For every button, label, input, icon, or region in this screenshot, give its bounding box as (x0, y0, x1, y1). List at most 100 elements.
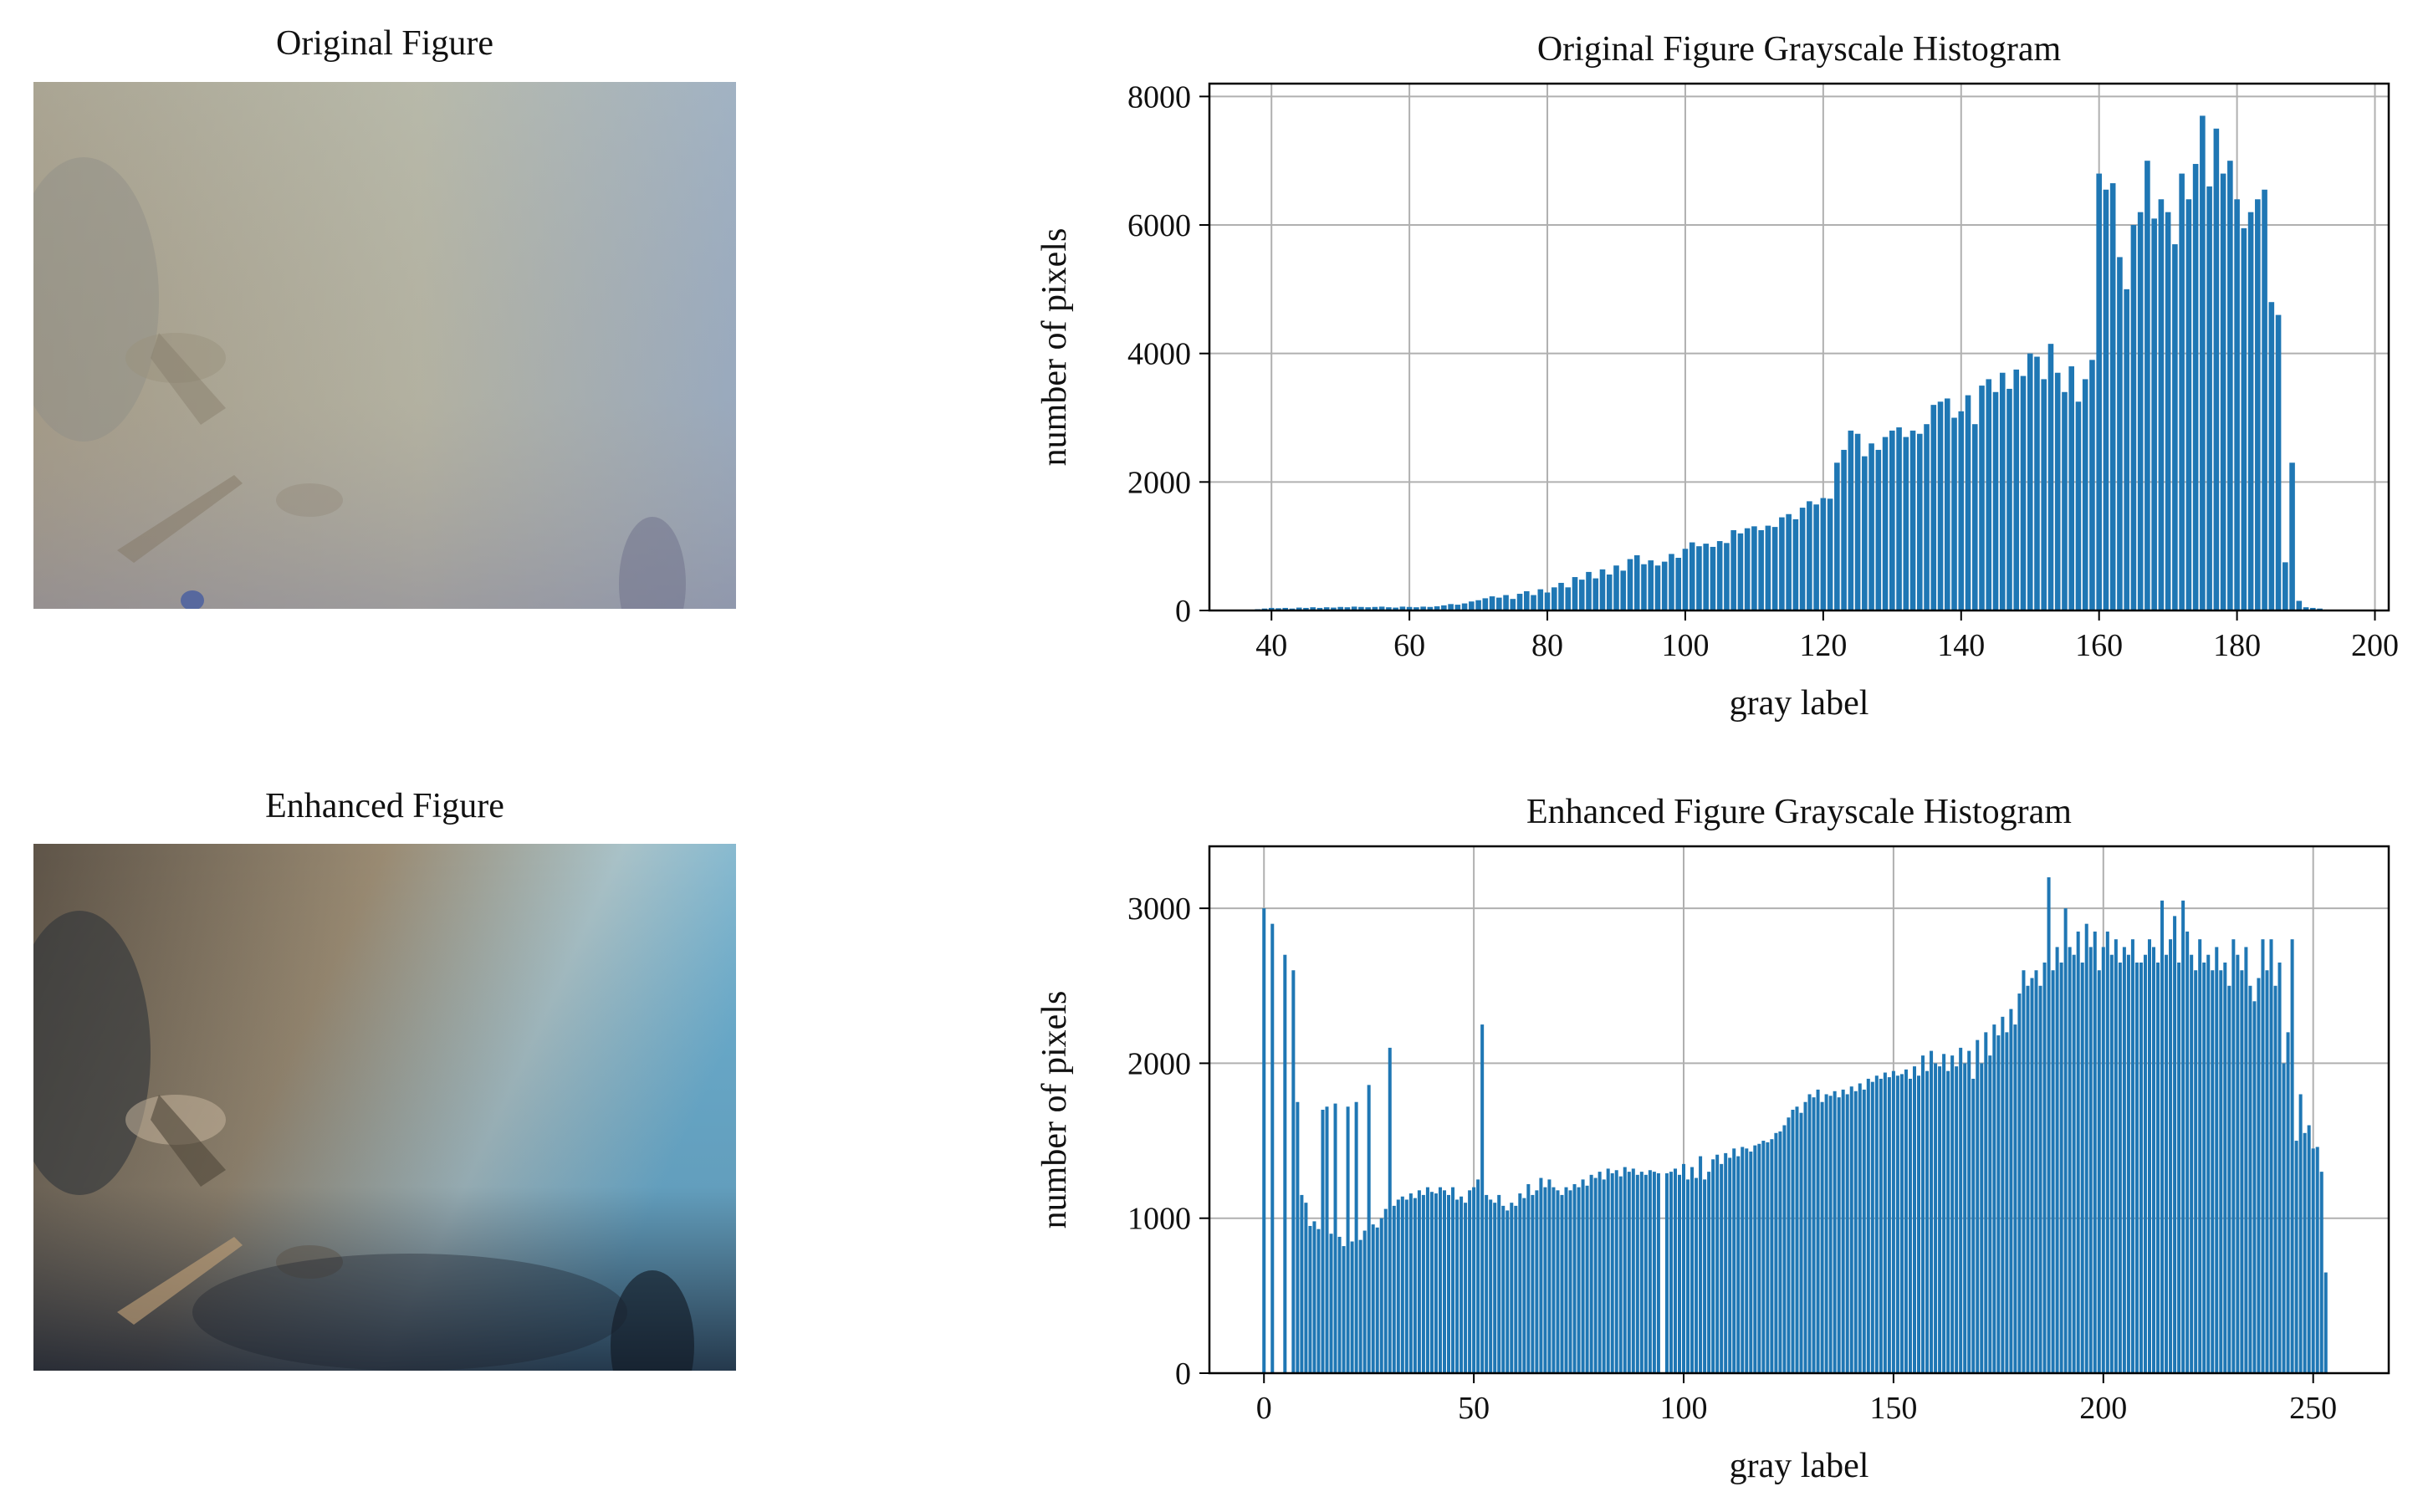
histogram-bar (1510, 599, 1516, 610)
histogram-bar (1854, 433, 1861, 610)
histogram-bar (1610, 1172, 1614, 1373)
histogram-bar (1951, 417, 1957, 610)
y-tick-label: 8000 (1127, 79, 1191, 115)
histogram-bar (2068, 366, 2074, 610)
histogram-bar (1820, 1101, 1824, 1373)
histogram-bar (1716, 541, 1723, 610)
histogram-bar (1312, 1221, 1316, 1373)
histogram-bar (1707, 1172, 1711, 1373)
histogram-bar (1283, 954, 1287, 1373)
histogram-bar (1459, 1196, 1464, 1373)
histogram-bar (1342, 1246, 1346, 1373)
histogram-bar (1367, 1085, 1371, 1373)
x-tick-label: 100 (1660, 1391, 1708, 1426)
histogram-bar (1606, 574, 1613, 610)
histogram-bar (2303, 1132, 2307, 1373)
histogram-bar (2262, 189, 2267, 610)
histogram-bar (1438, 1187, 1442, 1373)
x-axis-label: gray label (1730, 684, 1869, 723)
histogram-bar (1598, 1172, 1602, 1373)
histogram-bar (1664, 1172, 1669, 1373)
histogram-bar (1787, 1117, 1791, 1373)
histogram-bar (1868, 443, 1874, 610)
histogram-bar (1849, 1086, 1853, 1373)
histogram-bar (1310, 607, 1316, 610)
histogram-bar (2075, 401, 2082, 610)
histogram-bar (1669, 1172, 1673, 1373)
histogram-bar (2206, 954, 2211, 1373)
histogram-bar (1518, 1193, 1522, 1373)
histogram-bar (1447, 1194, 1451, 1373)
histogram-bar (1627, 559, 1633, 610)
histogram-bar (1354, 1101, 1358, 1373)
histogram-bar (2026, 985, 2030, 1373)
histogram-bar (1300, 1194, 1304, 1373)
histogram-bar (2185, 931, 2190, 1373)
histogram-bar (1475, 600, 1481, 610)
histogram-bar (1833, 1091, 1837, 1373)
histogram-bar (1761, 1141, 1766, 1373)
histogram-bar (2059, 962, 2063, 1373)
histogram-bar (1908, 1078, 1912, 1373)
histogram-bar (1950, 1055, 1955, 1373)
histogram-bar (1577, 1187, 1581, 1373)
histogram-bar (1585, 1185, 1589, 1373)
histogram-bar (1992, 391, 1999, 610)
histogram-bar (1771, 527, 1778, 610)
histogram-bar (1741, 1147, 1745, 1373)
histogram-bar (1690, 1167, 1695, 1373)
histogram-bar (2105, 931, 2109, 1373)
histogram-bar (1429, 1192, 1434, 1373)
y-tick-label: 2000 (1127, 1046, 1191, 1081)
histogram-bar (1291, 970, 1296, 1373)
histogram-bar (1770, 1139, 1774, 1373)
histogram-bar (1757, 1143, 1761, 1373)
histogram-bar (1329, 1234, 1333, 1373)
y-tick-label: 4000 (1127, 337, 1191, 372)
histogram-bar (1986, 379, 1992, 610)
histogram-bar (1372, 606, 1378, 610)
histogram-bar (1275, 608, 1281, 610)
histogram-bar (1715, 1154, 1720, 1373)
histogram-bar (1551, 587, 1557, 610)
histogram-bar (2200, 115, 2206, 611)
histogram-bar (2082, 379, 2088, 610)
histogram-bar (2034, 356, 2040, 610)
histogram-bar (1535, 1190, 1539, 1373)
histogram-bar (1537, 589, 1544, 610)
histogram-bar (2319, 1172, 2323, 1373)
histogram-bar (1544, 592, 1551, 610)
histogram-bar (1386, 607, 1392, 610)
histogram-bar (1337, 1236, 1342, 1373)
histogram-bar (1703, 1179, 1707, 1373)
histogram-bar (2179, 173, 2185, 610)
histogram-bar (2101, 947, 2105, 1373)
histogram-bar (1461, 603, 1468, 610)
histogram-bar (1720, 1163, 1724, 1373)
histogram-bar (2198, 939, 2202, 1373)
histogram-bar (1899, 1074, 1904, 1373)
histogram-bar (1472, 1187, 1476, 1373)
histogram-bar (1393, 607, 1398, 610)
histogram-bar (1686, 1179, 1690, 1373)
x-tick-label: 100 (1661, 628, 1709, 663)
histogram-bar (1344, 607, 1351, 610)
histogram-bar (1921, 1055, 1925, 1373)
histogram-bar (1862, 456, 1868, 610)
histogram-bar (1930, 1050, 1934, 1373)
histogram-bar (1351, 606, 1357, 610)
histogram-bar (1677, 1174, 1681, 1373)
x-tick-label: 50 (1458, 1391, 1490, 1426)
histogram-bar (1737, 533, 1744, 610)
histogram-bar (2122, 947, 2126, 1373)
histogram-bar (1482, 598, 1489, 610)
histogram-bar (1976, 1040, 1980, 1373)
histogram-bar (1774, 1132, 1778, 1373)
original-underwater-photo (33, 82, 736, 609)
histogram-bar (2231, 939, 2236, 1373)
x-tick-label: 140 (1937, 628, 1985, 663)
histogram-bar (1614, 1170, 1618, 1373)
histogram-bar (2177, 962, 2181, 1373)
histogram-bar (2213, 128, 2220, 610)
histogram-bar (2143, 954, 2147, 1373)
